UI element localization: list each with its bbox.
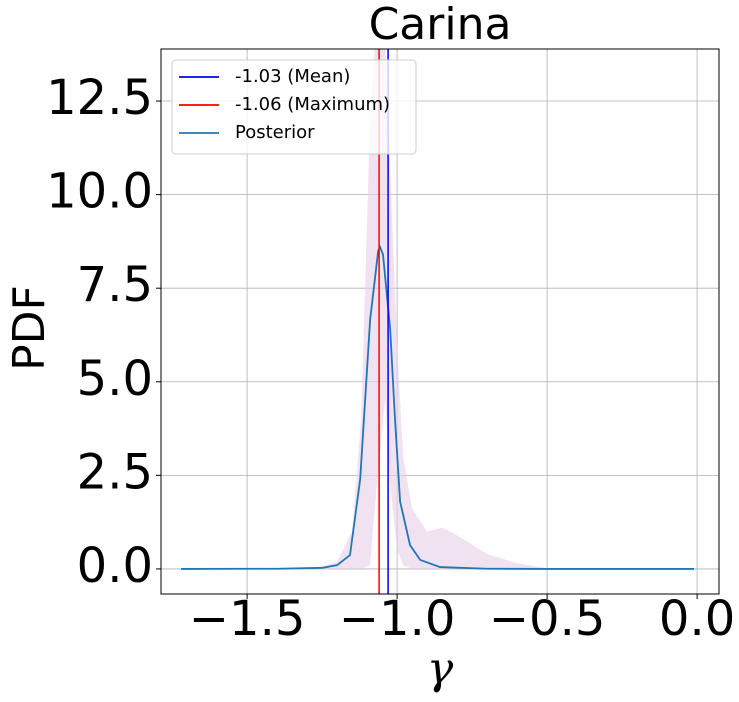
y-tick-label: 7.5: [77, 257, 153, 313]
plot-frame: [160, 48, 720, 595]
y-axis-label: PDF: [4, 285, 55, 371]
legend-label: -1.06 (Maximum): [235, 94, 390, 115]
legend-label: -1.03 (Mean): [235, 66, 350, 87]
posterior-line: [181, 244, 695, 570]
x-tick-label: −1.5: [189, 591, 306, 647]
x-tick-label: 0.0: [659, 591, 735, 647]
chart-title: Carina: [369, 0, 512, 50]
legend-box: [171, 59, 417, 155]
legend-label: Posterior: [235, 122, 315, 143]
y-tick-label: 10.0: [46, 164, 153, 220]
y-tick-label: 0.0: [77, 538, 153, 594]
y-tick-label: 5.0: [77, 351, 153, 407]
x-axis-label: γ: [427, 644, 454, 695]
y-tick-label: 12.5: [46, 70, 153, 126]
x-tick-label: −1.0: [339, 591, 456, 647]
x-tick-label: −0.5: [489, 591, 606, 647]
y-tick-label: 2.5: [77, 444, 153, 500]
